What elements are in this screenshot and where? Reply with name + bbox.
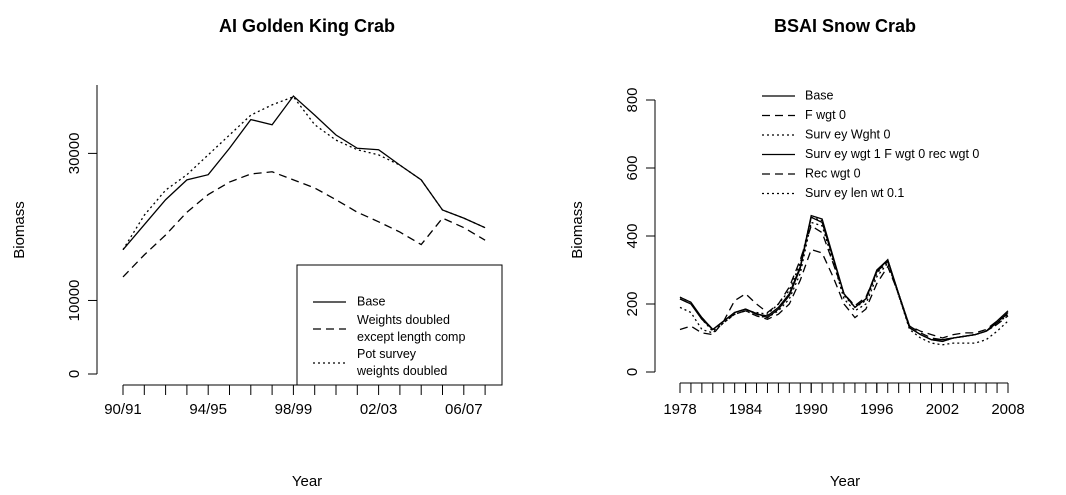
legend-label: Pot survey weights doubled	[356, 347, 447, 378]
x-tick-label: 2008	[991, 401, 1024, 418]
legend-label: Surv ey wgt 1 F wgt 0 rec wgt 0	[805, 147, 979, 161]
legend-label: F wgt 0	[805, 108, 846, 122]
x-tick-label: 98/99	[275, 401, 313, 418]
x-tick-label: 02/03	[360, 401, 398, 418]
x-tick-label: 1996	[860, 401, 893, 418]
legend-label: Weights doubled except length comp	[357, 313, 465, 344]
y-tick-label: 10000	[66, 280, 83, 322]
y-tick-label: 30000	[66, 133, 83, 175]
series-line	[679, 224, 1009, 339]
y-tick-label: 200	[624, 291, 641, 316]
series-line	[122, 95, 486, 251]
y-axis-label: Biomass	[569, 201, 586, 259]
legend-label: Surv ey Wght 0	[805, 127, 890, 141]
x-tick-label: 2002	[926, 401, 959, 418]
x-axis-label: Year	[830, 473, 860, 490]
x-tick-label: 94/95	[189, 401, 227, 418]
series-line	[679, 221, 1009, 346]
x-tick-label: 1978	[663, 401, 696, 418]
series-line	[679, 216, 1009, 341]
y-tick-label: 0	[624, 368, 641, 376]
chart-title: BSAI Snow Crab	[774, 16, 916, 36]
series-line	[122, 171, 486, 278]
x-tick-label: 1984	[729, 401, 762, 418]
y-tick-label: 800	[624, 87, 641, 112]
x-tick-label: 1990	[795, 401, 828, 418]
x-tick-label: 90/91	[104, 401, 142, 418]
chart-title: AI Golden King Crab	[219, 16, 395, 36]
x-tick-label: 06/07	[445, 401, 483, 418]
y-tick-label: 400	[624, 223, 641, 248]
legend-box	[296, 264, 503, 386]
series-line	[679, 214, 1009, 343]
y-tick-label: 0	[66, 370, 83, 378]
series-line	[122, 95, 486, 251]
legend-label: Surv ey len wt 0.1	[805, 186, 904, 200]
legend-label: Base	[805, 88, 834, 102]
legend-label: Base	[357, 294, 386, 308]
series-line	[679, 216, 1009, 343]
legend-label: Rec wgt 0	[805, 166, 861, 180]
y-tick-label: 600	[624, 155, 641, 180]
x-axis-label: Year	[292, 473, 322, 490]
y-axis-label: Biomass	[11, 201, 28, 259]
